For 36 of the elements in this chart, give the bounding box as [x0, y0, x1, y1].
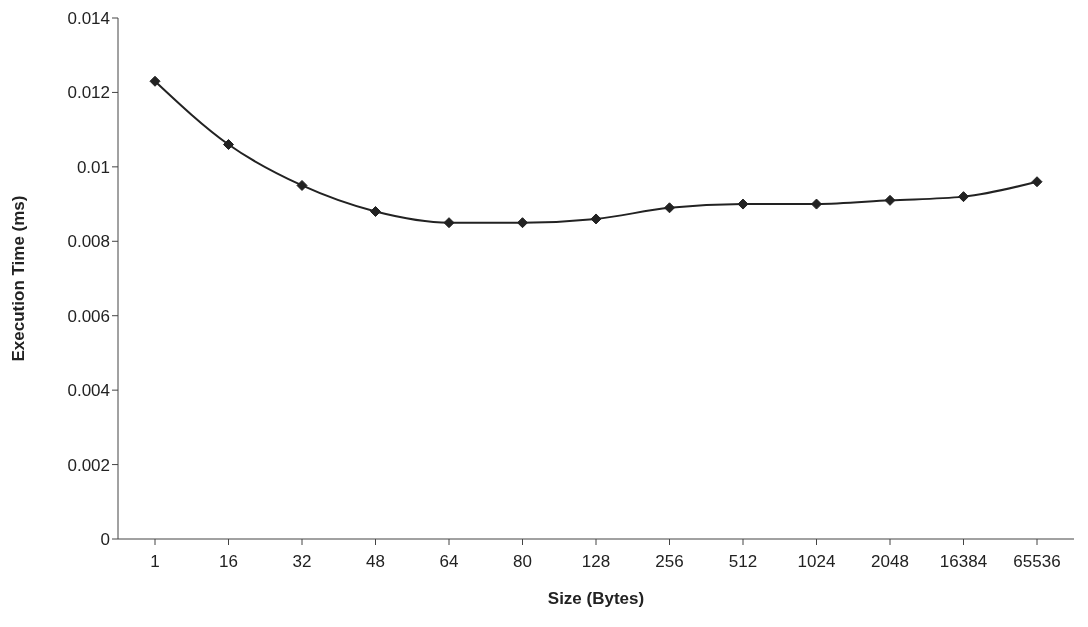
point — [223, 139, 234, 151]
y-tick-label: 0.014 — [67, 9, 110, 29]
x-tick-label: 32 — [292, 552, 312, 572]
y-tick-label: 0.008 — [67, 232, 110, 252]
y-tick-label: 0.004 — [67, 381, 110, 401]
point — [884, 194, 896, 206]
point — [811, 198, 822, 210]
x-tick-label: 16 — [219, 552, 238, 572]
point — [149, 75, 161, 87]
point — [737, 198, 749, 210]
x-tick-label: 80 — [513, 552, 532, 572]
y-tick-label: 0.012 — [67, 83, 110, 103]
point — [958, 191, 969, 203]
y-tick-label: 0.01 — [76, 157, 110, 177]
x-tick-label: 128 — [581, 552, 611, 572]
x-tick-label: 64 — [439, 552, 459, 572]
x-tick-label: 2048 — [871, 552, 909, 572]
y-tick-label: 0.002 — [67, 455, 110, 475]
point — [1031, 176, 1043, 188]
x-axis-title: Size (Bytes) — [547, 589, 645, 608]
point — [664, 202, 675, 214]
point — [517, 217, 528, 229]
point — [296, 179, 308, 191]
x-tick-label: 16384 — [939, 552, 988, 572]
y-tick-label: 0.006 — [67, 306, 110, 326]
point — [443, 217, 455, 229]
point — [590, 213, 602, 225]
x-tick-label: 256 — [655, 552, 684, 572]
x-tick-label: 48 — [366, 552, 385, 572]
y-tick-label: 0 — [100, 530, 110, 550]
x-tick-label: 1024 — [797, 552, 836, 572]
x-tick-label: 512 — [728, 552, 758, 572]
y-axis-title: Execution Time (ms) — [9, 195, 29, 362]
point — [370, 206, 381, 218]
x-tick-label: 65536 — [1013, 552, 1061, 572]
x-tick-label: 1 — [150, 552, 160, 572]
